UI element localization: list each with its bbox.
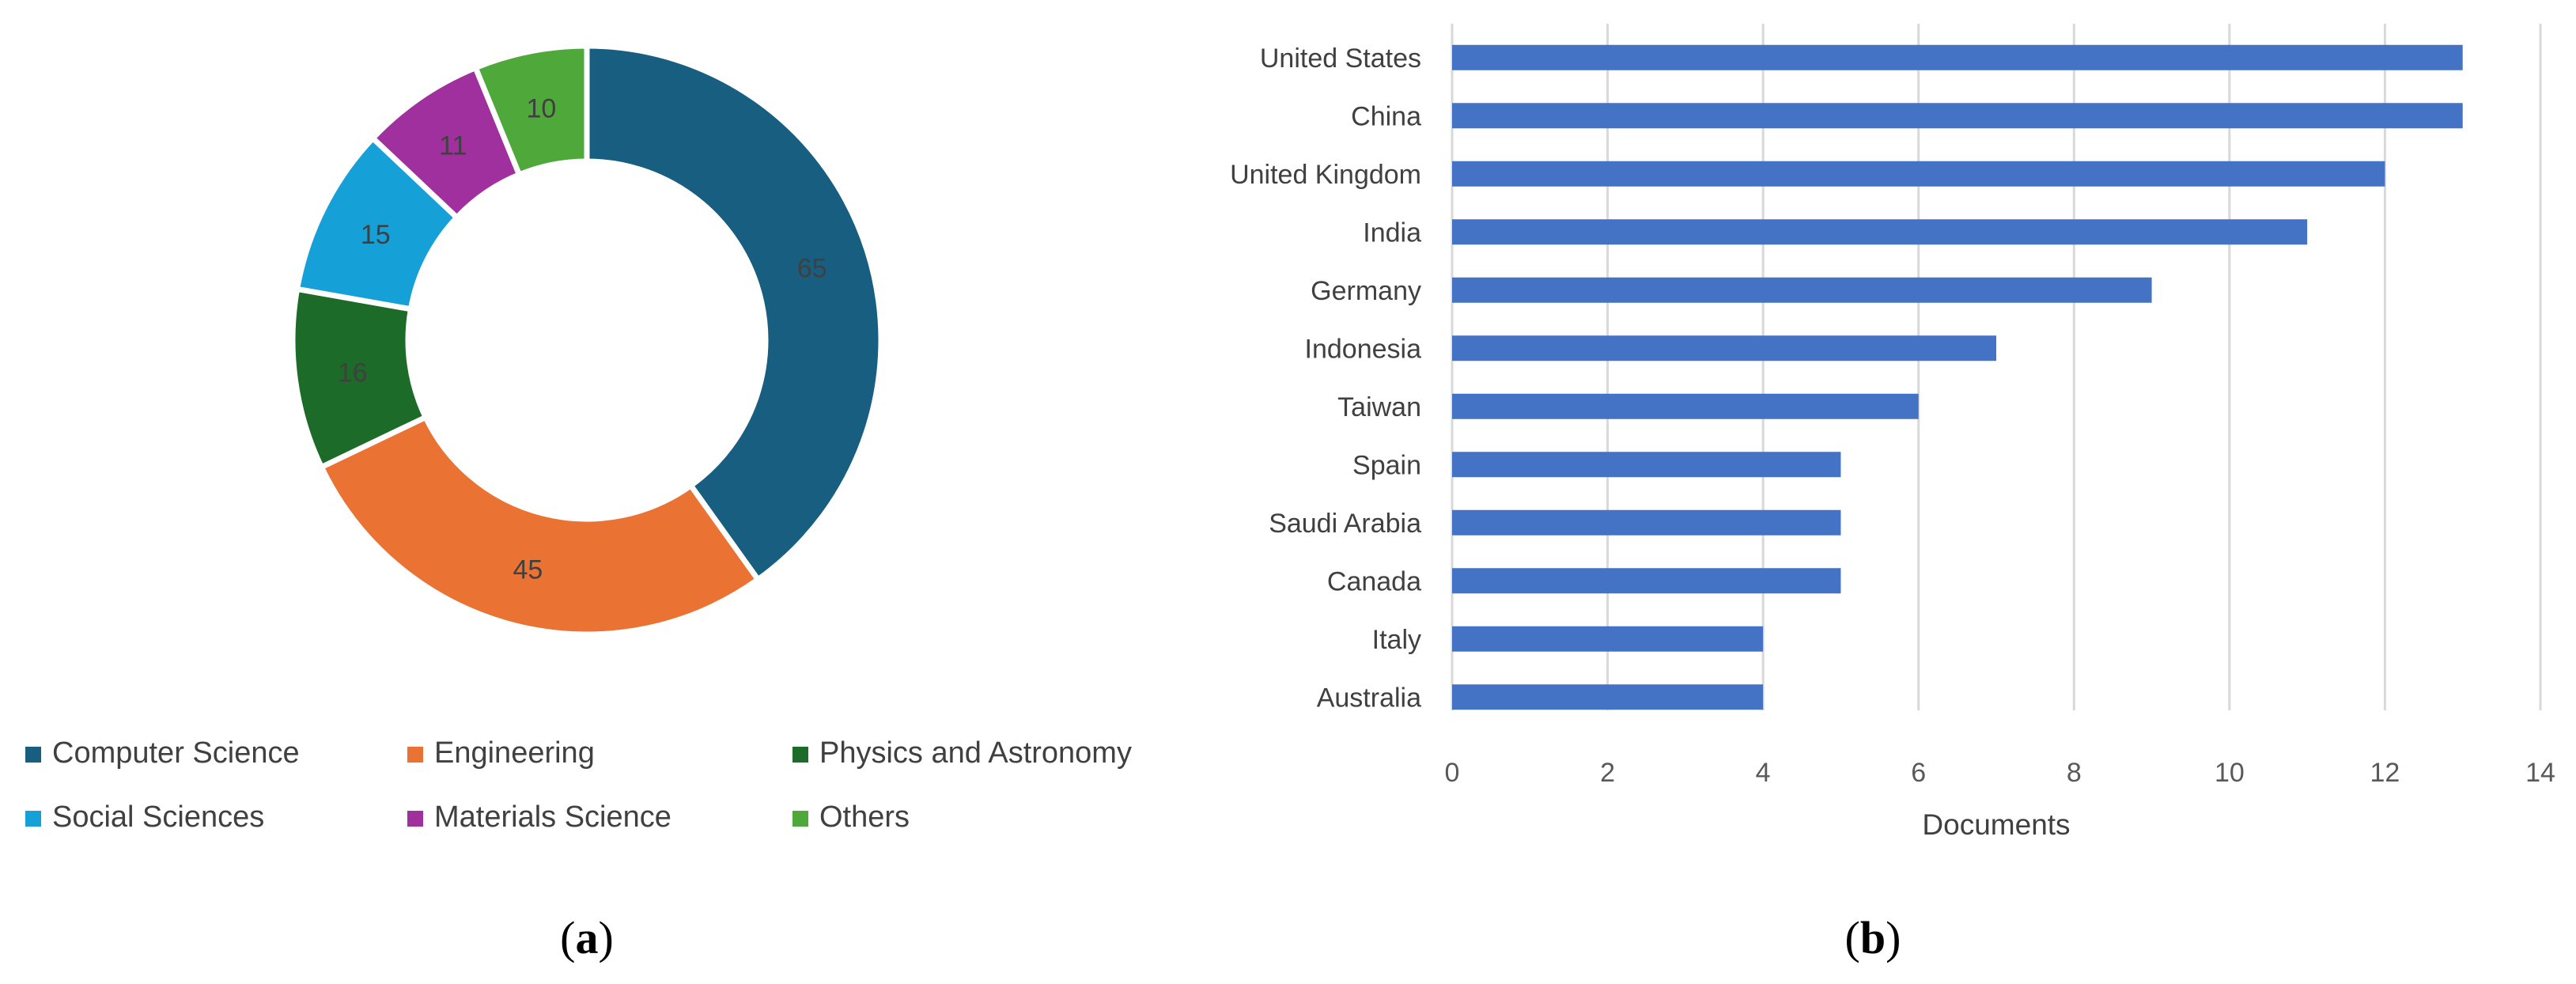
y-tick-label-india: India bbox=[1363, 218, 1421, 248]
donut-data-label-materials-science: 11 bbox=[439, 131, 467, 161]
x-tick-label-4: 4 bbox=[1756, 758, 1771, 788]
panel-label-b-letter: b bbox=[1860, 912, 1886, 963]
bar-chart: 0 2 4 6 8 10 12 14 United States China United King… bbox=[1230, 24, 2555, 841]
x-axis-title: Documents bbox=[1922, 808, 2070, 841]
bar-spain bbox=[1452, 452, 1841, 478]
legend-swatch-others bbox=[792, 811, 808, 827]
y-tick-label-australia: Australia bbox=[1317, 683, 1421, 713]
donut-chart: 65 45 16 15 11 10 bbox=[289, 43, 884, 638]
x-tick-label-2: 2 bbox=[1600, 758, 1615, 788]
panel-label-b: (b) bbox=[1845, 912, 1901, 963]
panel-label-a-letter: a bbox=[576, 912, 599, 963]
y-tick-label-italy: Italy bbox=[1372, 625, 1421, 655]
bar-united-kingdom bbox=[1452, 161, 2385, 187]
x-tick-label-12: 12 bbox=[2370, 758, 2400, 788]
legend-label-physics-and-astronomy: Physics and Astronomy bbox=[819, 736, 1132, 770]
legend-swatch-computer-science bbox=[25, 747, 41, 763]
bar-india bbox=[1452, 219, 2308, 245]
bar-germany bbox=[1452, 277, 2152, 303]
y-tick-label-united-states: United States bbox=[1260, 44, 1421, 74]
donut-data-label-physics-and-astronomy: 16 bbox=[338, 358, 368, 388]
donut-slice-computer-science bbox=[584, 43, 884, 584]
bar-china bbox=[1452, 103, 2463, 129]
donut-data-label-others: 10 bbox=[526, 94, 556, 124]
y-tick-label-taiwan: Taiwan bbox=[1337, 392, 1421, 422]
legend-label-computer-science: Computer Science bbox=[52, 736, 300, 770]
legend-swatch-engineering bbox=[407, 747, 423, 763]
y-tick-label-china: China bbox=[1351, 101, 1421, 131]
legend-label-others: Others bbox=[819, 800, 910, 834]
y-tick-label-saudi-arabia: Saudi Arabia bbox=[1269, 509, 1421, 539]
donut-slice-engineering bbox=[317, 413, 762, 638]
legend-swatch-physics-and-astronomy bbox=[792, 747, 808, 763]
bar-australia bbox=[1452, 684, 1764, 710]
donut-slice-others bbox=[471, 43, 590, 179]
donut-data-label-social-sciences: 15 bbox=[361, 220, 391, 250]
y-tick-label-germany: Germany bbox=[1311, 276, 1421, 306]
legend-swatch-social-sciences bbox=[25, 811, 41, 827]
bar-canada bbox=[1452, 568, 1841, 594]
x-tick-label-0: 0 bbox=[1445, 758, 1460, 788]
donut-legend: Computer Science Engineering Physics and A… bbox=[25, 736, 1132, 834]
donut-data-label-computer-science: 65 bbox=[797, 254, 827, 284]
bar-indonesia bbox=[1452, 335, 1996, 361]
bar-italy bbox=[1452, 626, 1764, 652]
x-tick-label-8: 8 bbox=[2067, 758, 2082, 788]
bar-saudi-arabia bbox=[1452, 509, 1841, 536]
panel-label-a: (a) bbox=[560, 912, 614, 963]
y-tick-label-canada: Canada bbox=[1327, 566, 1421, 596]
y-tick-label-spain: Spain bbox=[1352, 450, 1421, 480]
bar-taiwan bbox=[1452, 393, 1919, 419]
legend-swatch-materials-science bbox=[407, 811, 423, 827]
y-tick-label-united-kingdom: United Kingdom bbox=[1230, 160, 1421, 190]
y-tick-label-indonesia: Indonesia bbox=[1305, 334, 1422, 364]
x-tick-label-6: 6 bbox=[1911, 758, 1926, 788]
legend-label-materials-science: Materials Science bbox=[434, 800, 671, 834]
x-tick-label-14: 14 bbox=[2525, 758, 2555, 788]
bar-united-states bbox=[1452, 44, 2463, 70]
x-tick-label-10: 10 bbox=[2215, 758, 2245, 788]
legend-label-social-sciences: Social Sciences bbox=[52, 800, 264, 834]
legend-label-engineering: Engineering bbox=[434, 736, 595, 770]
donut-data-label-engineering: 45 bbox=[513, 555, 543, 585]
